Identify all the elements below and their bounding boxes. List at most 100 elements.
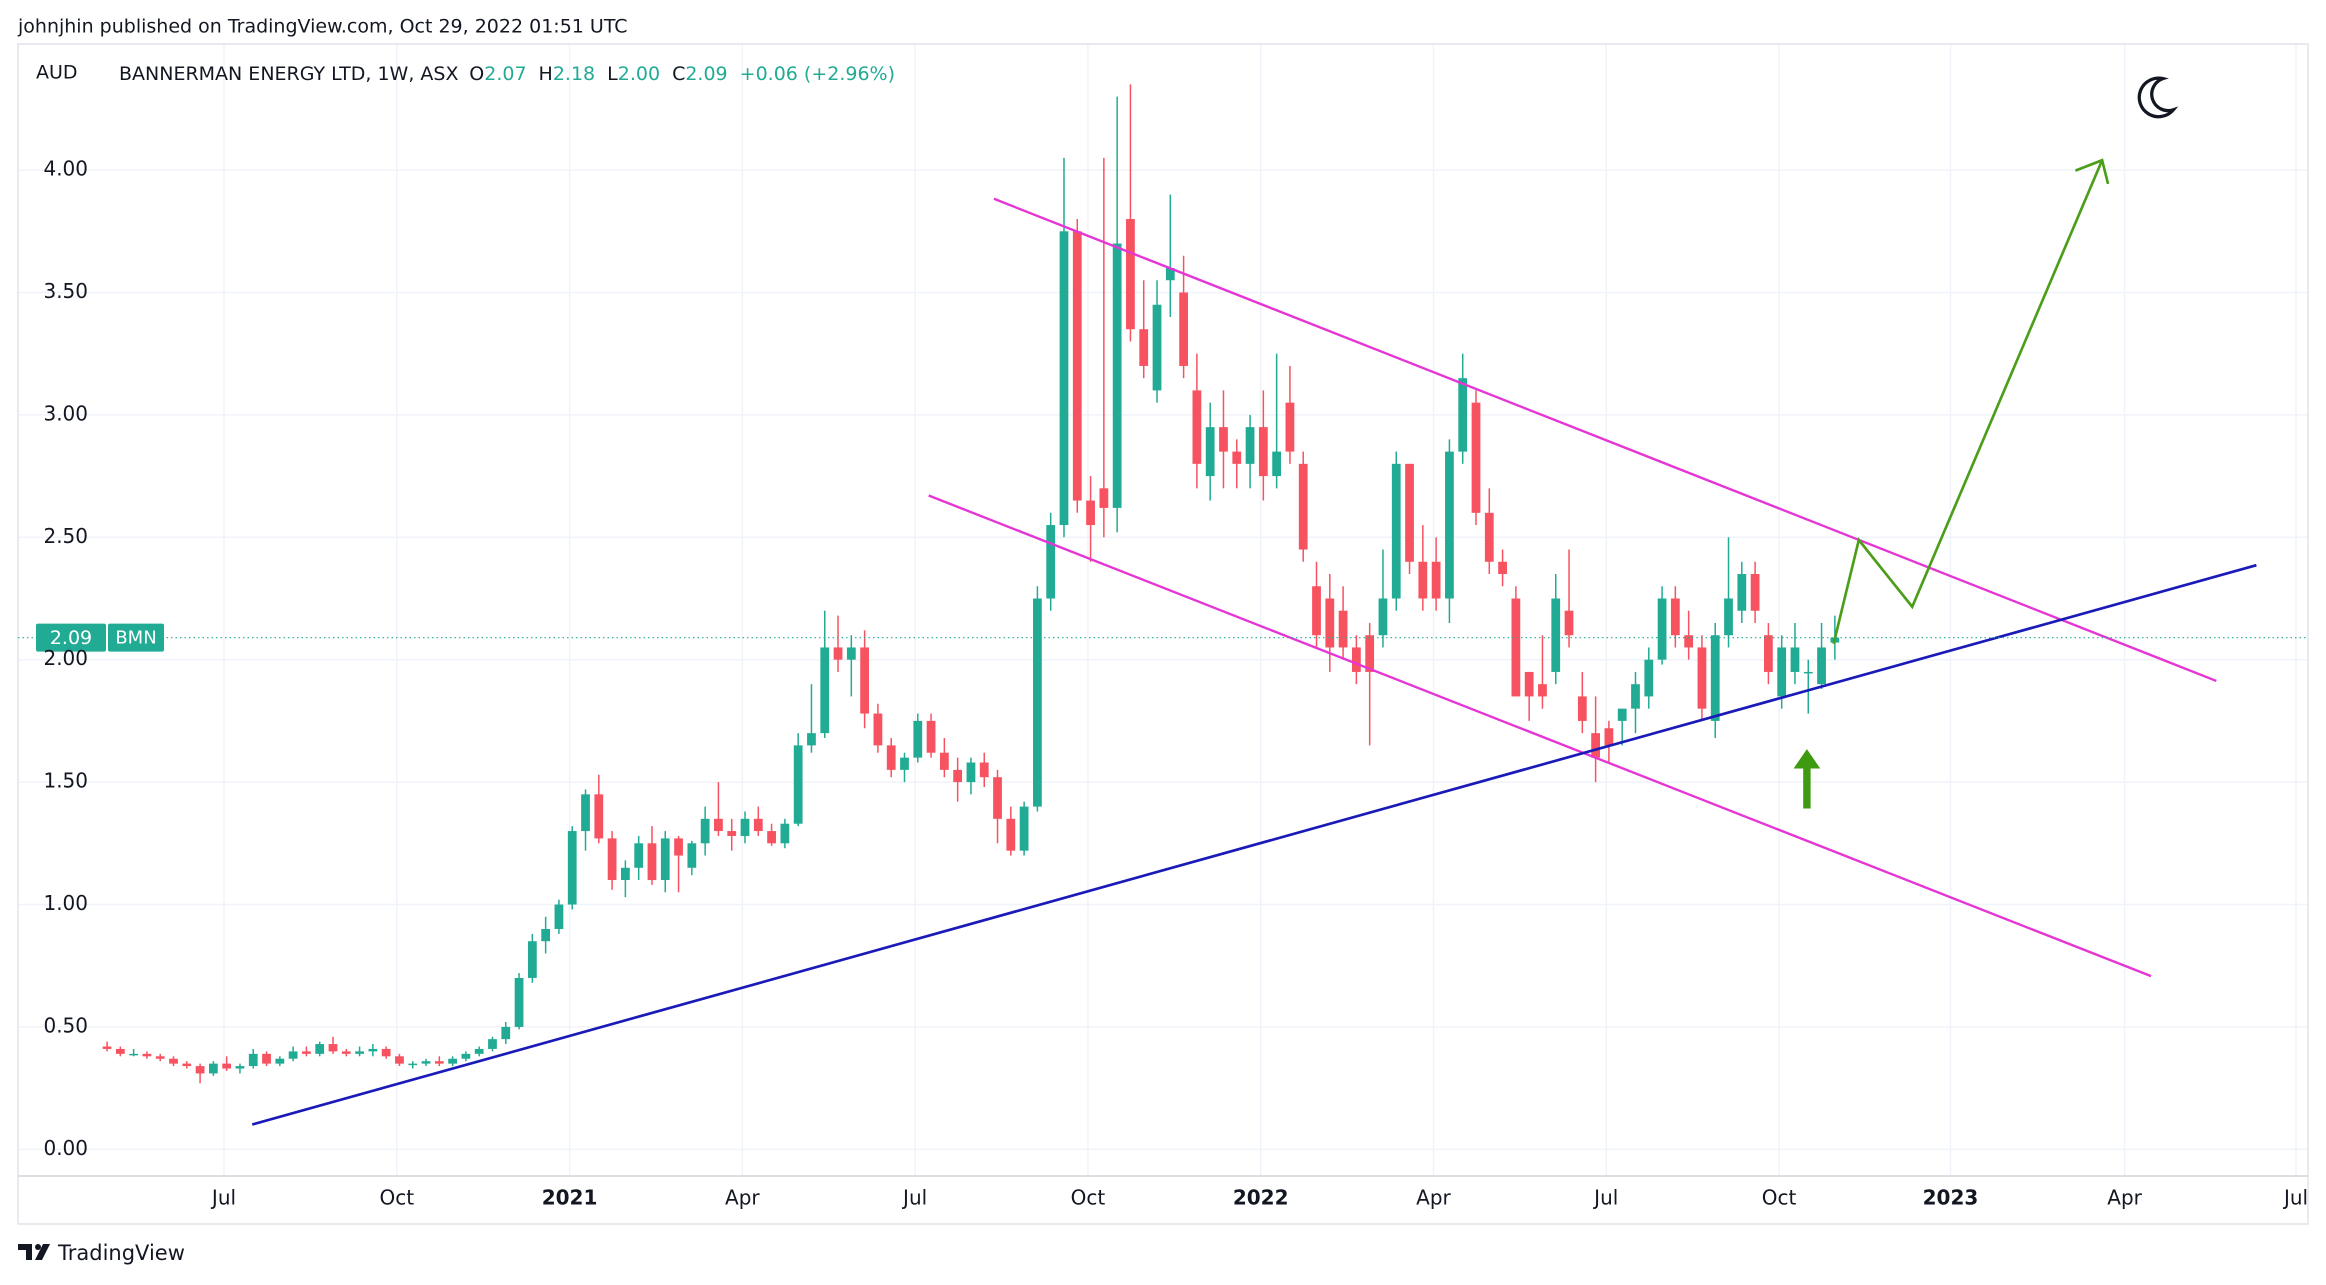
channel-upper: [993, 197, 2217, 683]
candle-body: [115, 1048, 125, 1054]
candle-body: [846, 647, 856, 660]
candle-body: [302, 1051, 311, 1054]
candle-body: [395, 1056, 404, 1064]
candle-body: [208, 1063, 218, 1074]
legend-readout: BANNERMAN ENERGY LTD, 1W, ASX O2.07 H2.18 L…: [119, 63, 895, 85]
candle-body: [182, 1063, 192, 1067]
symbol-box: [108, 623, 164, 652]
candle-body: [102, 1046, 112, 1049]
candle-body: [461, 1053, 471, 1059]
candle-body: [966, 762, 976, 783]
x-tick-label: 2022: [1233, 1186, 1289, 1210]
candle-body: [315, 1044, 325, 1054]
candle-body: [873, 713, 883, 746]
candle-body: [1737, 574, 1747, 611]
y-tick-label: 1.50: [43, 769, 88, 793]
candle-body: [1498, 561, 1507, 575]
candle-body: [448, 1058, 457, 1064]
candle-body: [1710, 635, 1720, 721]
candle-body: [1019, 806, 1029, 851]
candle-body: [900, 757, 909, 770]
candle-body: [1099, 488, 1109, 508]
candle-body: [1298, 463, 1308, 550]
candle-body: [1351, 647, 1361, 672]
candle-body: [567, 831, 577, 905]
candle-body: [1684, 635, 1694, 648]
candle-body: [1577, 696, 1587, 721]
y-tick-label: 0.00: [43, 1136, 88, 1160]
candle-body: [1471, 402, 1481, 513]
candle-body: [1006, 818, 1016, 851]
y-tick-label: 3.00: [43, 401, 88, 425]
readout-label: C: [672, 63, 685, 85]
candle-body: [1484, 512, 1494, 562]
candle-body: [1538, 684, 1547, 697]
candle-body: [288, 1051, 298, 1059]
candle-body: [142, 1053, 152, 1057]
drawings: [251, 76, 2257, 1126]
published-note: johnjhin published on TradingView.com, O…: [17, 16, 628, 38]
brand-mark: [35, 1244, 41, 1250]
candle-body: [1697, 647, 1707, 709]
candle-body: [926, 720, 936, 753]
candle-body: [1564, 610, 1574, 636]
candle-body: [1604, 728, 1614, 746]
x-tick-label: 2023: [1923, 1186, 1979, 1210]
candle-body: [1046, 525, 1056, 599]
candle-body: [341, 1051, 351, 1054]
candle-body: [714, 818, 723, 832]
candle-body: [355, 1051, 364, 1054]
readout-value: 2.09: [685, 63, 727, 85]
candle-body: [262, 1053, 271, 1064]
readout-value: 2.07: [484, 63, 526, 85]
y-tick-label: 0.50: [43, 1013, 88, 1037]
y-tick-label: 2.50: [43, 524, 88, 548]
candle-body: [793, 745, 803, 824]
candle-body: [1631, 684, 1640, 709]
candle-body: [527, 941, 537, 978]
candle-body: [700, 818, 710, 844]
support-line: [251, 563, 2257, 1126]
y-tick-label: 2.00: [43, 646, 88, 670]
candle-body: [1378, 598, 1388, 636]
candle-body: [554, 904, 564, 929]
readout-label: L: [607, 63, 618, 85]
candle-body: [1139, 329, 1149, 366]
candle-body: [1458, 378, 1468, 452]
candle-body: [647, 843, 657, 881]
candle-body: [1165, 268, 1175, 281]
candle-body: [222, 1063, 232, 1069]
candle-body: [1126, 219, 1135, 330]
last-price-box: [36, 623, 106, 652]
candle-body: [1431, 561, 1441, 599]
candle-body: [1272, 451, 1282, 477]
candle-body: [753, 818, 763, 832]
candle-body: [1657, 598, 1667, 660]
candle-body: [129, 1053, 139, 1056]
candle-body: [660, 838, 670, 881]
candle-body: [1219, 427, 1228, 452]
candle-body: [634, 843, 644, 868]
candle-body: [514, 977, 524, 1027]
candle-body: [1179, 292, 1188, 366]
candle-body: [434, 1061, 444, 1064]
x-tick-label: Apr: [2107, 1186, 2142, 1210]
readout-label: H: [539, 63, 553, 85]
candle-body: [1405, 463, 1414, 562]
candle-body: [421, 1061, 431, 1064]
candle-body: [979, 762, 989, 778]
candle-body: [1192, 390, 1202, 464]
brand-text: TradingView: [57, 1241, 185, 1265]
readout-label: O: [469, 63, 484, 85]
candle-body: [1617, 708, 1627, 721]
candle-body: [1245, 427, 1255, 464]
candle-body: [993, 777, 1002, 819]
x-tick-label: 2021: [542, 1186, 598, 1210]
symbol-label: BMN: [115, 628, 156, 649]
projection-path: [1832, 159, 2104, 645]
y-tick-label: 1.00: [43, 891, 88, 915]
projection-arrowhead: [2074, 158, 2110, 185]
candle-body: [169, 1058, 178, 1064]
